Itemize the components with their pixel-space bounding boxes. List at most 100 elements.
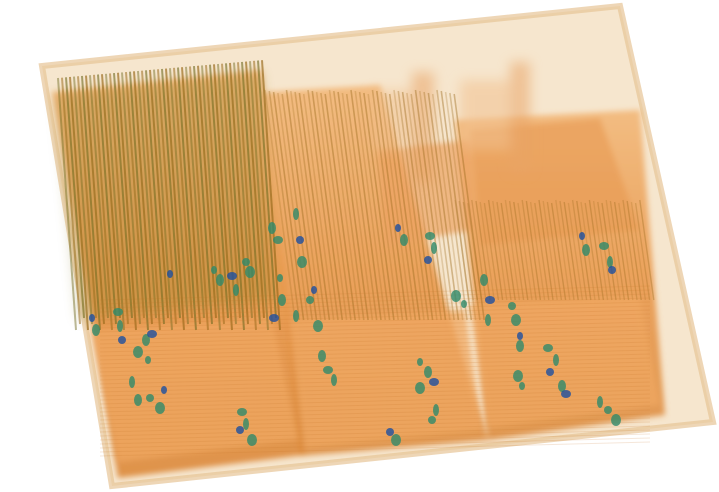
stripe	[99, 433, 651, 449]
stripe	[626, 200, 642, 301]
stripe	[500, 202, 516, 301]
inclusion-dot	[293, 310, 299, 322]
stripe	[302, 93, 335, 321]
inclusion-dot	[313, 320, 323, 332]
stripe	[99, 417, 651, 433]
stripe	[99, 389, 651, 405]
stripe	[559, 200, 575, 301]
stripe	[285, 89, 318, 321]
inclusion-dot	[485, 314, 491, 326]
inclusion-dot	[331, 374, 337, 386]
stripe	[444, 91, 477, 321]
inclusion-dot	[318, 350, 326, 362]
stripe	[376, 90, 408, 321]
stripe	[454, 199, 470, 301]
stripe	[261, 60, 281, 331]
stripe	[99, 429, 651, 445]
stripe	[337, 91, 369, 321]
stripe	[315, 91, 348, 321]
stripe	[534, 202, 550, 301]
stripe	[99, 341, 651, 357]
stripe	[639, 199, 655, 301]
inclusion-dot	[227, 272, 237, 280]
inclusion-dot	[89, 314, 95, 322]
stripe	[99, 313, 651, 329]
stripe	[350, 89, 382, 321]
inclusion-dot	[607, 256, 613, 268]
inclusion-dot	[113, 308, 123, 316]
stripe	[384, 92, 417, 321]
top-posts	[372, 62, 530, 182]
stripe	[99, 337, 651, 353]
stripe	[492, 200, 508, 301]
inclusion-dot	[599, 242, 609, 250]
stripe	[571, 199, 588, 301]
stripe	[99, 373, 651, 389]
stripe	[584, 202, 600, 301]
stripe	[453, 93, 485, 321]
inclusion-dot	[118, 336, 126, 344]
stripe	[546, 201, 563, 301]
stripe	[371, 89, 404, 321]
stripe	[504, 199, 521, 301]
stripe	[367, 93, 399, 321]
inclusion-dot	[428, 416, 436, 424]
inclusion-dot	[216, 274, 224, 286]
inclusion-dot	[461, 300, 467, 308]
stripe	[99, 317, 651, 333]
stripe	[333, 90, 365, 321]
stripe	[264, 89, 296, 321]
stripe	[427, 92, 460, 321]
stripe	[99, 329, 651, 345]
stripe	[99, 401, 651, 417]
inclusion-dot	[146, 394, 154, 402]
stripe	[99, 321, 651, 337]
stripe	[99, 305, 651, 321]
inclusion-dot	[516, 340, 524, 352]
stripe	[99, 413, 651, 429]
inclusion-dot	[597, 396, 603, 408]
stripe	[508, 200, 525, 301]
stripe	[634, 202, 651, 301]
stripe	[483, 202, 500, 301]
inclusion-dot	[277, 274, 283, 282]
inclusion-dot	[142, 334, 150, 346]
inclusion-dot	[391, 434, 401, 446]
stripe	[466, 202, 483, 301]
inclusion-dot	[311, 286, 317, 294]
stripe-layer-middle	[264, 89, 655, 321]
stripe	[401, 91, 434, 321]
stripe	[601, 202, 617, 301]
inclusion-dot	[268, 222, 276, 234]
inclusion-dot	[297, 256, 307, 268]
stripe	[354, 90, 387, 321]
stripe	[630, 201, 647, 301]
stripe	[99, 333, 651, 349]
inclusion-dot	[237, 408, 247, 416]
inclusion-dot	[296, 236, 304, 244]
inclusion-dot	[513, 370, 523, 382]
stripe	[99, 361, 651, 377]
stripe	[431, 93, 464, 321]
stripe	[99, 325, 651, 341]
inclusion-dot	[611, 414, 621, 426]
stripe	[542, 200, 558, 301]
inclusion-dot	[424, 256, 432, 264]
stripe	[99, 421, 651, 437]
stripe	[298, 92, 331, 321]
inclusion-dot	[273, 236, 283, 244]
middle-top-block	[378, 140, 475, 245]
inclusion-dot	[433, 404, 439, 416]
inclusion-dot	[451, 290, 461, 302]
inclusion-dot	[211, 266, 217, 274]
stripe	[487, 199, 504, 301]
inclusion-dot	[242, 258, 250, 266]
stripe	[605, 199, 621, 301]
stripe	[397, 90, 430, 321]
stripe	[525, 200, 542, 301]
stripe	[380, 91, 412, 321]
stripe	[597, 201, 613, 301]
inclusion-dot	[608, 266, 616, 274]
inclusion-dot	[233, 284, 239, 296]
